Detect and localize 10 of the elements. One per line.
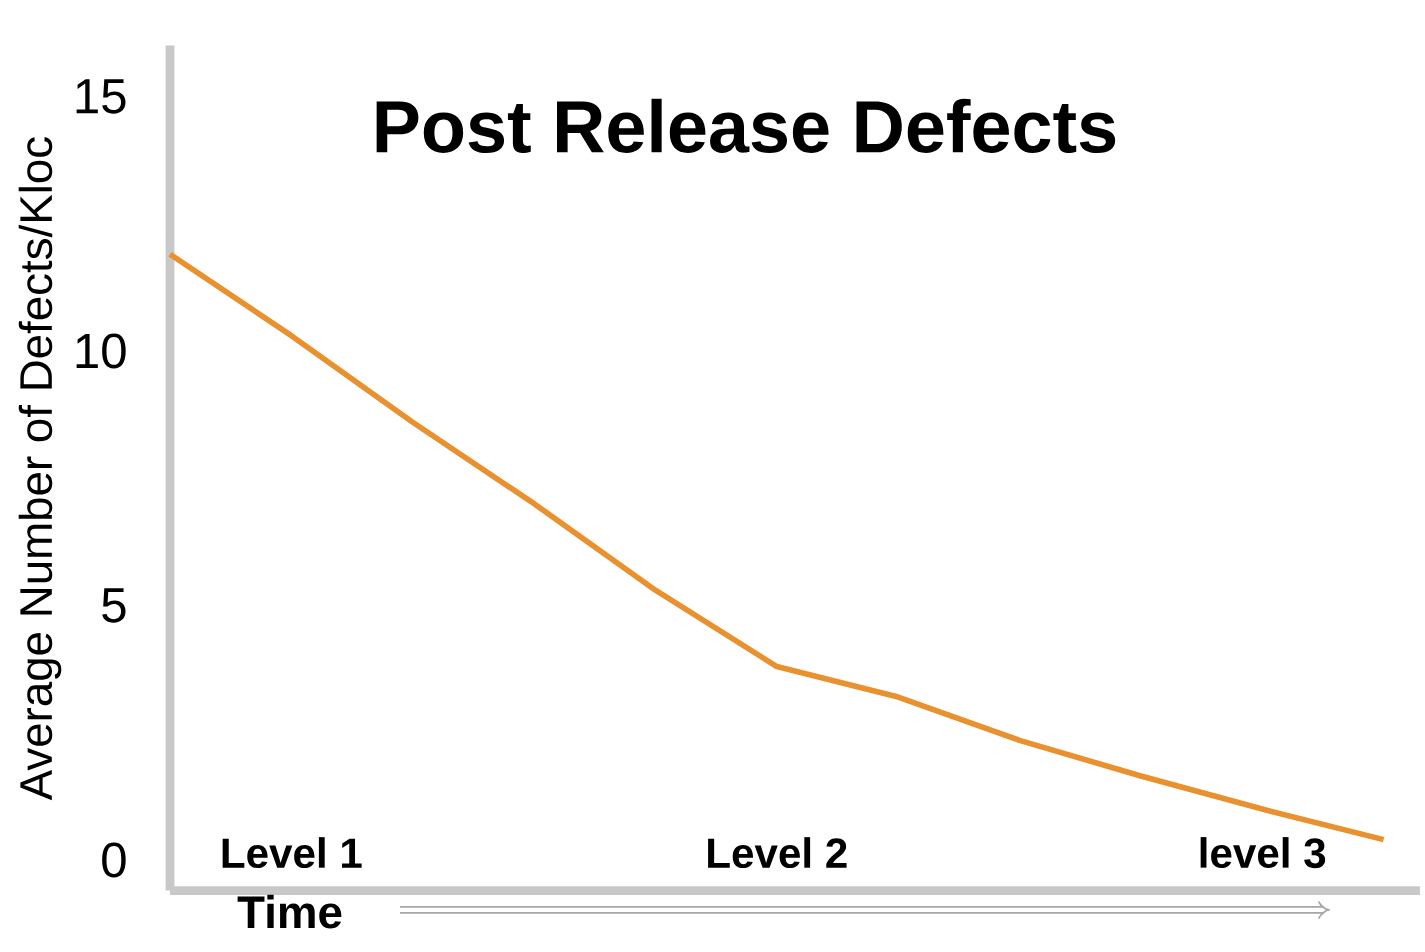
x-tick-label: Level 2 [708, 837, 847, 869]
y-tick-label: 10 [76, 333, 126, 369]
x-tick-label: Level 1 [222, 837, 362, 869]
text: Post Release Defects [376, 98, 1116, 153]
y-axis-title: Average Number of Defects/Kloc [18, 137, 62, 801]
x-axis-title: Time [237, 894, 342, 929]
y-tick-label: 15 [76, 79, 126, 114]
y-tick-label: 5 [102, 588, 126, 623]
x-tick-label: level 3 [1200, 837, 1326, 869]
y-tick-label: 0 [102, 842, 126, 878]
